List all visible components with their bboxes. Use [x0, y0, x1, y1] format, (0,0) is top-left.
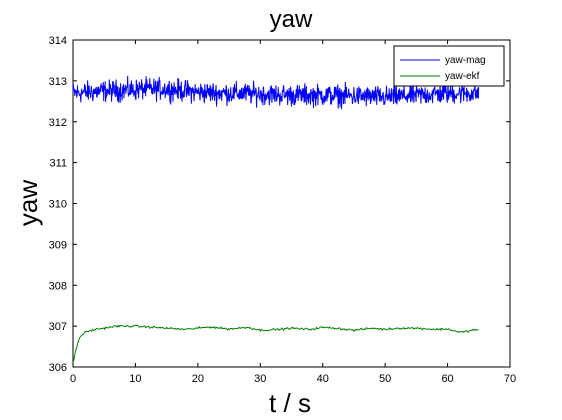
x-tick-label: 0 — [70, 373, 76, 385]
y-tick-label: 311 — [49, 158, 67, 170]
legend: yaw-mag yaw-ekf — [393, 45, 505, 87]
legend-label-yaw-mag: yaw-mag — [445, 55, 486, 66]
y-tick-label: 306 — [49, 362, 67, 374]
y-tick-label: 313 — [49, 76, 67, 88]
x-tick-label: 30 — [254, 373, 266, 385]
y-tick-label: 307 — [49, 321, 67, 333]
y-tick-label: 309 — [49, 239, 67, 251]
legend-box — [393, 45, 505, 87]
y-tick-label: 314 — [49, 35, 67, 47]
y-axis-label: yaw — [13, 180, 43, 226]
y-tick-label: 308 — [49, 280, 67, 292]
ticks-layer: 0 10 20 30 40 50 60 70 306 307 308 309 310 311 312 313 3… — [49, 35, 516, 385]
y-tick-label: 312 — [49, 117, 67, 129]
x-tick-label: 70 — [504, 373, 516, 385]
x-tick-label: 20 — [192, 373, 204, 385]
x-tick-label: 40 — [317, 373, 329, 385]
x-axis-label: t / s — [269, 388, 311, 418]
chart-title: yaw — [270, 6, 313, 33]
series-line-yaw-mag — [72, 75, 480, 110]
legend-label-yaw-ekf: yaw-ekf — [445, 71, 480, 82]
y-tick-label: 310 — [49, 199, 67, 211]
series-line-yaw-ekf — [72, 324, 479, 364]
series-layer — [72, 75, 480, 364]
x-tick-label: 10 — [129, 373, 141, 385]
x-tick-label: 60 — [441, 373, 453, 385]
x-tick-label: 50 — [379, 373, 391, 385]
